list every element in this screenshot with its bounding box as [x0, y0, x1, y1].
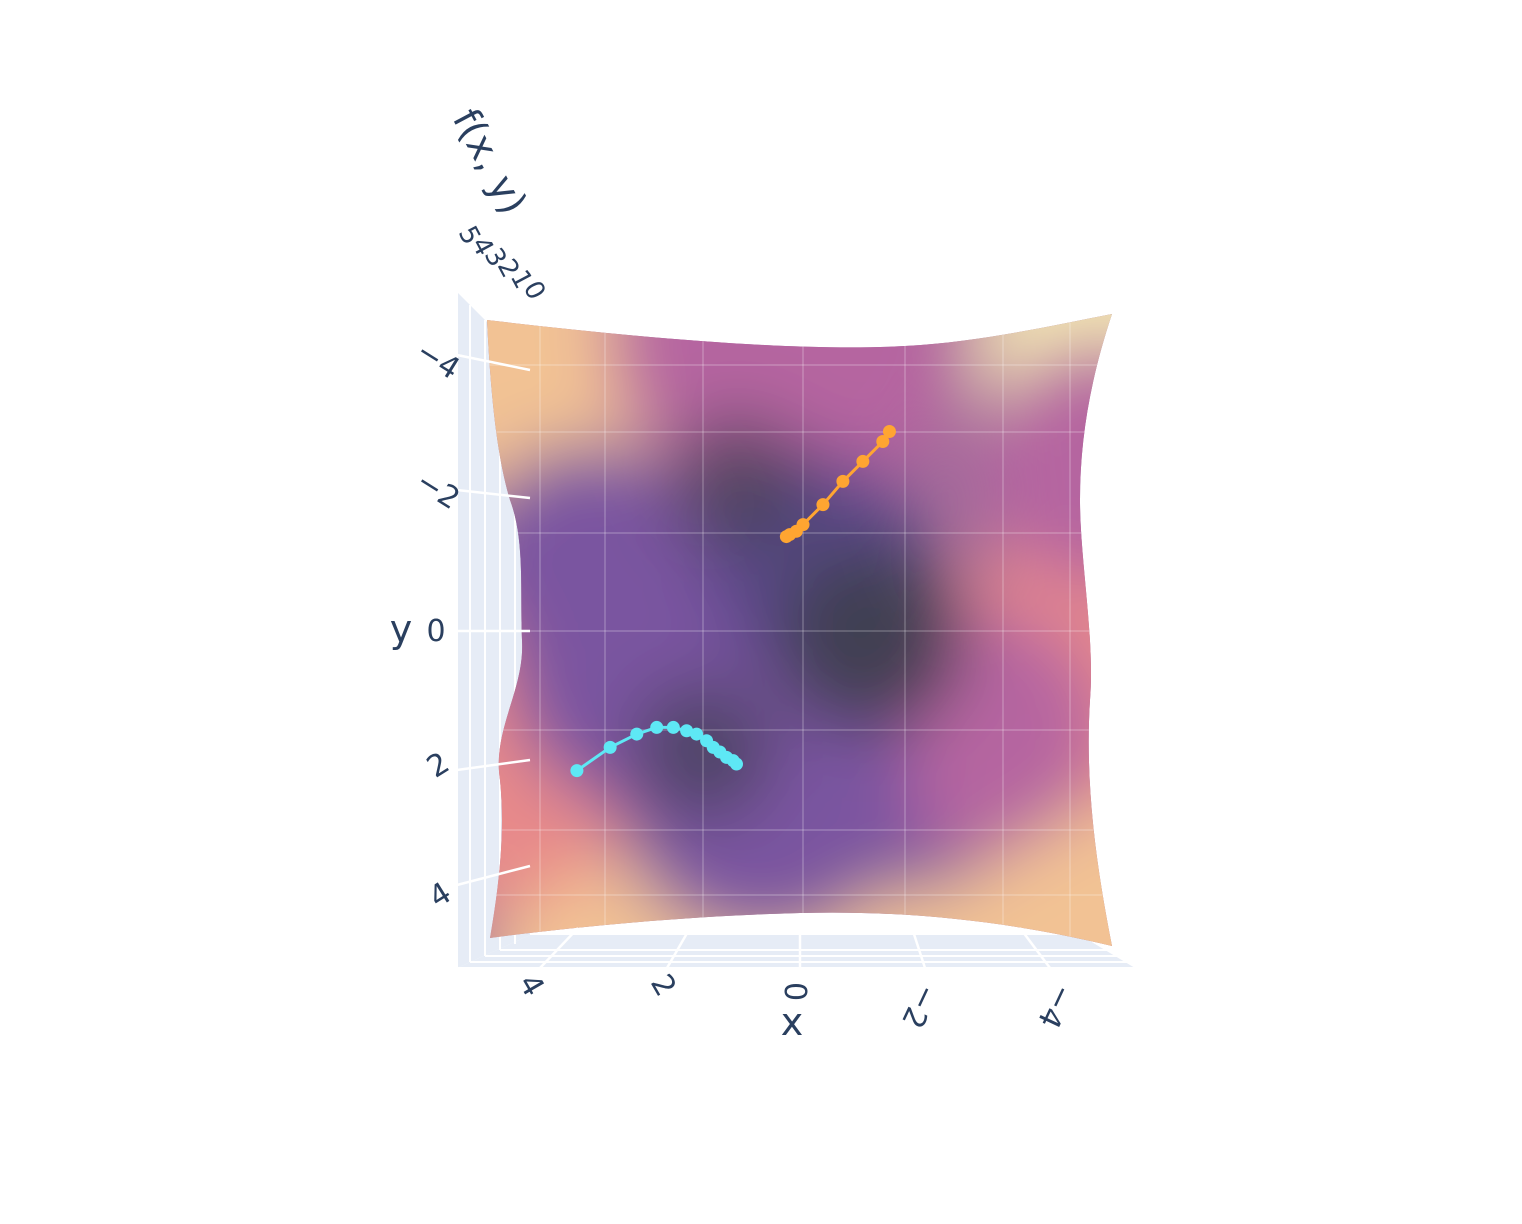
z-axis-title: f(x, y): [444, 102, 536, 222]
y-tick-label: 0: [426, 614, 445, 649]
surface-region-4: [487, 314, 687, 515]
x-tick-label: 0: [777, 982, 812, 1001]
trajectory-point: [630, 727, 644, 741]
trajectory-point: [779, 530, 793, 544]
x-tick-label: 2: [643, 969, 683, 1003]
trajectory-point: [882, 425, 896, 438]
x-tick-label: −4: [1030, 979, 1080, 1034]
surface-region-7: [982, 344, 1112, 585]
trajectory-point: [836, 474, 850, 488]
trajectory-point: [876, 434, 890, 448]
trajectory-point: [816, 498, 830, 512]
trajectory-point: [690, 727, 704, 741]
surface: [487, 314, 1112, 946]
y-tick-label: 2: [421, 746, 456, 786]
trajectory-point: [680, 724, 694, 738]
trajectory-point: [603, 740, 617, 754]
surface-region-1: [872, 800, 1112, 946]
surface-minimum-1: [666, 414, 807, 555]
x-tick-label: −2: [894, 979, 944, 1034]
surface-minimum-2: [633, 680, 774, 821]
trajectory-point: [856, 454, 870, 468]
surface-minimum-0: [774, 542, 965, 733]
x-axis-title: x: [781, 1000, 804, 1044]
trajectory-point: [730, 757, 743, 771]
surface-gridlines: [487, 314, 1112, 945]
surface-region-12: [487, 444, 711, 685]
y-axis-title: y: [390, 607, 413, 651]
trajectory-0: [779, 425, 896, 544]
trajectories: [570, 425, 896, 778]
trajectory-point: [650, 720, 664, 734]
x-floor-wall: [457, 935, 1135, 968]
x-tick-label: 4: [511, 969, 551, 1003]
trajectory-point: [666, 720, 680, 734]
trajectory-point: [570, 764, 584, 778]
y-tick-label: 4: [423, 876, 458, 916]
trajectory-1: [570, 720, 743, 778]
